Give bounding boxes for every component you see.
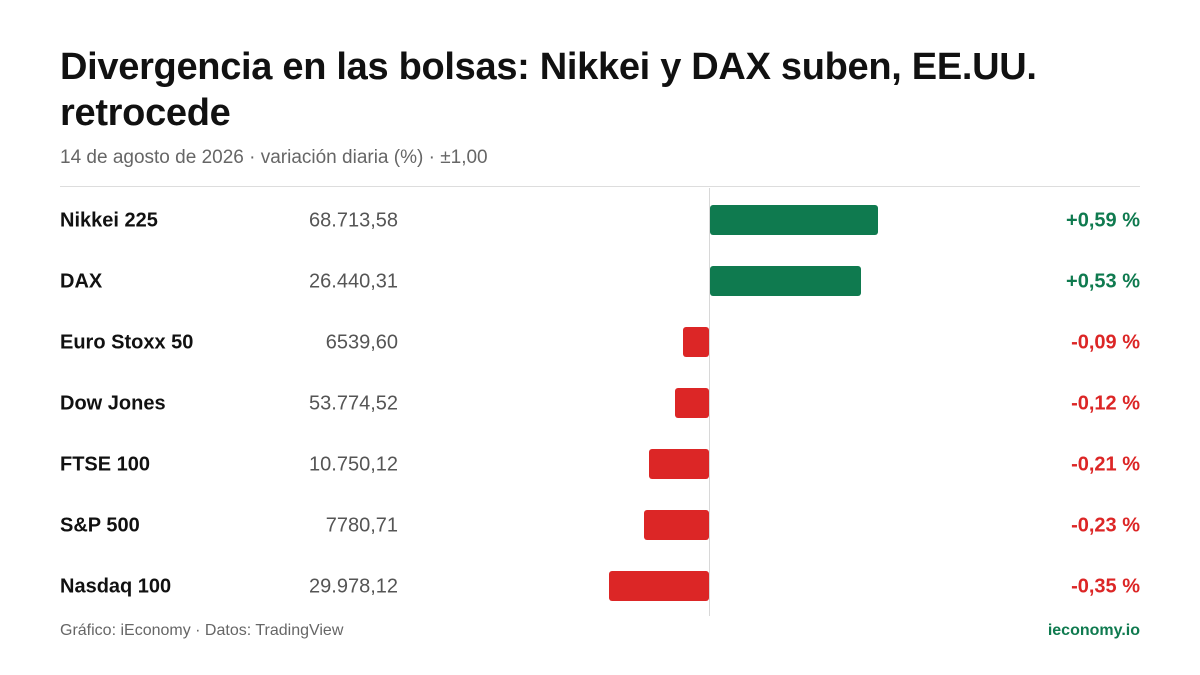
table-row: Dow Jones 53.774,52 -0,12 % [60, 373, 1140, 434]
index-price: 10.750,12 [309, 453, 398, 475]
index-name: Nasdaq 100 [60, 575, 172, 597]
table-row: S&P 500 7780,71 -0,23 % [60, 495, 1140, 556]
change-bar [710, 266, 861, 296]
footer-site-link[interactable]: ieconomy.io [1047, 622, 1140, 639]
index-price: 53.774,52 [309, 392, 398, 414]
chart-subtitle: 14 de agosto de 2026 · variación diaria … [60, 147, 488, 168]
change-bar [710, 205, 878, 235]
table-row: Nikkei 225 68.713,58 +0,59 % [60, 190, 1140, 251]
header-divider [60, 186, 1140, 187]
change-bar [674, 388, 709, 418]
index-price: 26.440,31 [309, 270, 398, 292]
change-label: -0,09 % [1071, 331, 1140, 353]
footer-credit: Gráfico: iEconomy · Datos: TradingView [60, 622, 344, 639]
change-label: -0,23 % [1071, 514, 1140, 536]
table-row: FTSE 100 10.750,12 -0,21 % [60, 434, 1140, 495]
change-label: -0,35 % [1071, 575, 1140, 597]
change-bar [609, 571, 709, 601]
change-label: -0,21 % [1071, 453, 1140, 475]
index-price: 6539,60 [325, 331, 398, 353]
table-row: Nasdaq 100 29.978,12 -0,35 % [60, 556, 1140, 617]
change-label: +0,53 % [1066, 270, 1140, 292]
zero-axis-line [709, 188, 710, 616]
index-name: Dow Jones [60, 392, 166, 414]
table-row: Euro Stoxx 50 6539,60 -0,09 % [60, 312, 1140, 373]
change-bar [649, 449, 709, 479]
index-name: Euro Stoxx 50 [60, 331, 194, 353]
index-name: Nikkei 225 [60, 209, 158, 231]
change-label: -0,12 % [1071, 392, 1140, 414]
index-name: DAX [60, 270, 103, 292]
change-label: +0,59 % [1066, 209, 1140, 231]
index-name: FTSE 100 [60, 453, 151, 475]
index-name: S&P 500 [60, 514, 140, 536]
change-bar [683, 327, 709, 357]
change-bar [643, 510, 709, 540]
index-price: 29.978,12 [309, 575, 398, 597]
table-row: DAX 26.440,31 +0,53 % [60, 251, 1140, 312]
index-price: 68.713,58 [309, 209, 398, 231]
index-price: 7780,71 [325, 514, 398, 536]
chart-title: Divergencia en las bolsas: Nikkei y DAX … [60, 46, 1037, 134]
